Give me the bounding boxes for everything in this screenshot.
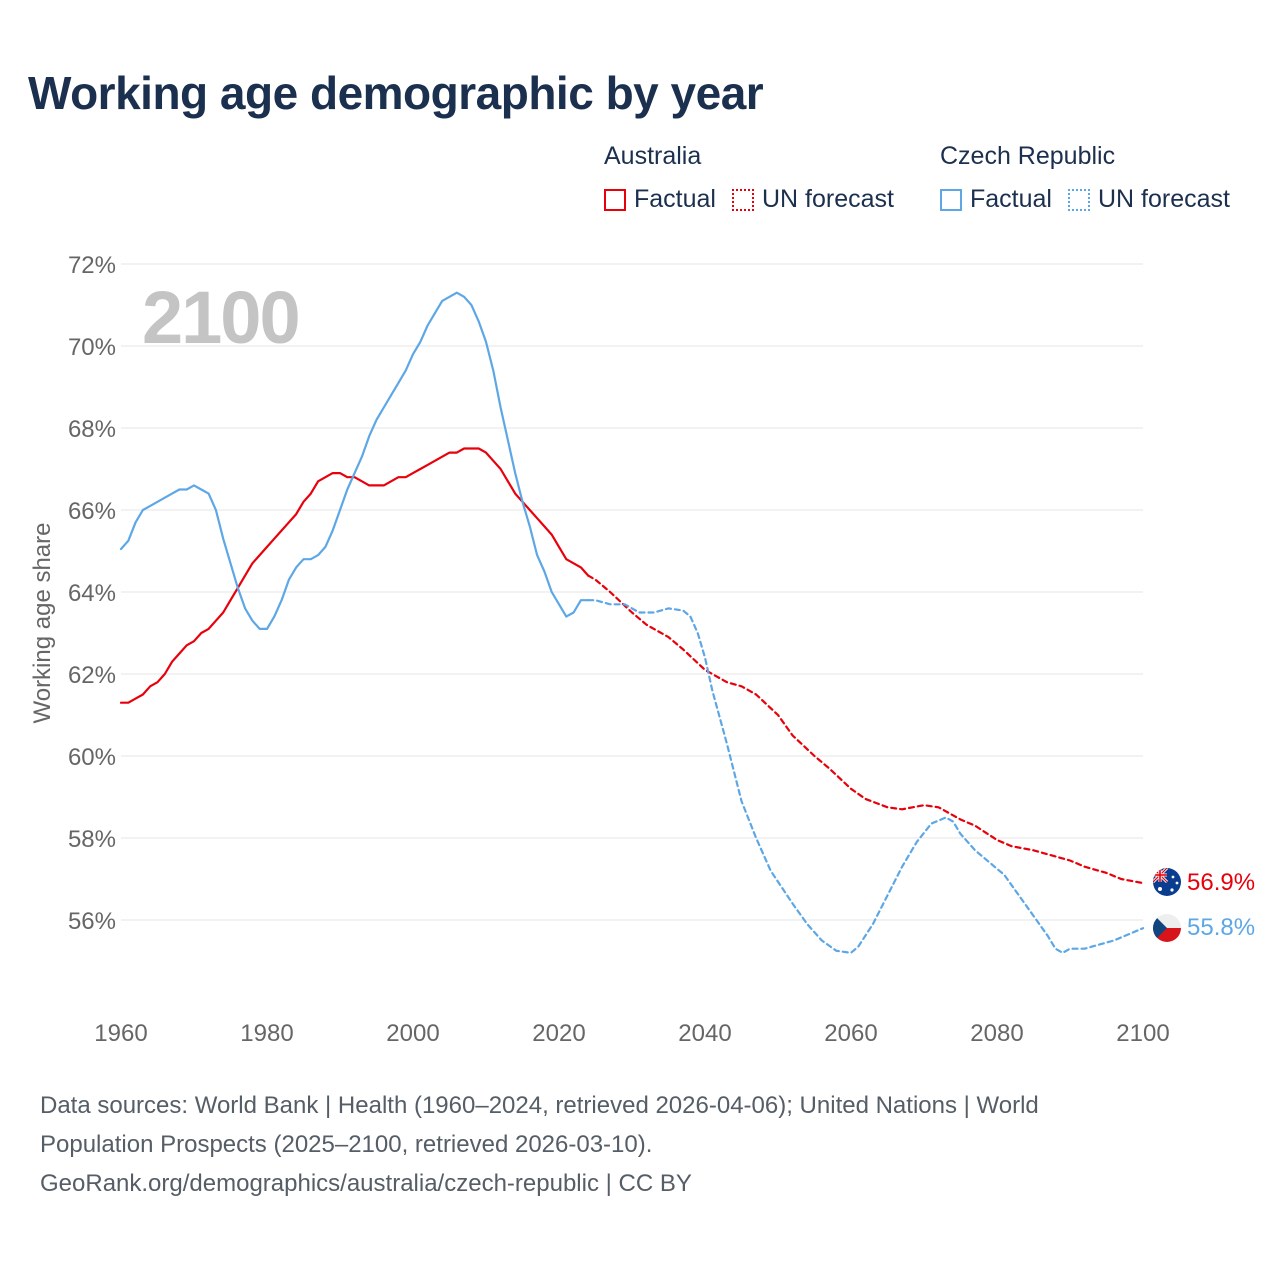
- footer-sources: Data sources: World Bank | Health (1960–…: [40, 1086, 1200, 1203]
- y-tick-label: 62%: [68, 662, 116, 689]
- x-tick-label: 2060: [824, 1020, 877, 1047]
- grid: [121, 263, 1143, 921]
- year-label: 2100: [142, 276, 299, 359]
- y-tick-label: 72%: [68, 252, 116, 279]
- end-markers: 56.9% 55.8%: [1153, 868, 1255, 942]
- y-tick-label: 70%: [68, 334, 116, 361]
- chart-title: Working age demographic by year: [28, 67, 764, 119]
- x-tick-label: 2020: [532, 1020, 585, 1047]
- australia-end-label: 56.9%: [1187, 869, 1255, 896]
- x-tick-label: 2000: [386, 1020, 439, 1047]
- legend-swatch-dotted: [1067, 188, 1090, 211]
- series: [119, 291, 1145, 954]
- footer-line: Data sources: World Bank | Health (1960–…: [40, 1092, 1039, 1119]
- legend-group-title-australia: Australia: [604, 142, 702, 170]
- series-line-australia-forecast[interactable]: [587, 574, 1145, 885]
- y-tick-label: 60%: [68, 744, 116, 771]
- line-chart: 56% 58% 60% 62% 64% 66% 68% 70% 72% 1960 1980 2000…: [29, 252, 1255, 1047]
- legend-label: UN forecast: [761, 185, 894, 213]
- x-tick-label: 2100: [1116, 1020, 1169, 1047]
- legend-swatch-solid: [604, 188, 626, 211]
- x-tick-label: 2080: [970, 1020, 1023, 1047]
- legend-group-title-czech: Czech Republic: [940, 142, 1116, 170]
- y-tick-label: 68%: [68, 416, 116, 443]
- footer-line: Population Prospects (2025–2100, retriev…: [40, 1131, 653, 1158]
- x-tick-label: 1960: [94, 1020, 147, 1047]
- y-tick-label: 66%: [68, 498, 116, 525]
- legend-czech-factual[interactable]: Factual: [940, 185, 1052, 214]
- y-axis-label: Working age share: [29, 523, 56, 724]
- australia-flag-icon: [1153, 868, 1181, 896]
- legend-czech-forecast[interactable]: UN forecast: [1067, 185, 1230, 214]
- legend-australia-forecast[interactable]: UN forecast: [731, 185, 894, 214]
- legend-label: UN forecast: [1097, 185, 1230, 213]
- y-tick-label: 64%: [68, 580, 116, 607]
- czech-flag-icon: [1153, 914, 1181, 942]
- y-axis-ticks: 56% 58% 60% 62% 64% 66% 68% 70% 72%: [68, 252, 116, 935]
- series-line-czech-forecast[interactable]: [587, 599, 1145, 954]
- legend-label: Factual: [634, 185, 716, 213]
- czech-end-label: 55.8%: [1187, 914, 1255, 941]
- x-tick-label: 1980: [240, 1020, 293, 1047]
- legend-swatch-solid: [940, 188, 962, 211]
- y-tick-label: 56%: [68, 908, 116, 935]
- x-tick-label: 2040: [678, 1020, 731, 1047]
- legend-australia: Australia Factual UN forecast: [604, 142, 894, 214]
- legend-czech: Czech Republic Factual UN forecast: [940, 142, 1230, 214]
- series-line-czech-factual[interactable]: [119, 291, 590, 630]
- x-axis-ticks: 1960 1980 2000 2020 2040 2060 2080 2100: [94, 1020, 1169, 1047]
- footer-line[interactable]: GeoRank.org/demographics/australia/czech…: [40, 1170, 692, 1197]
- y-tick-label: 58%: [68, 826, 116, 853]
- legend-swatch-dotted: [731, 188, 754, 211]
- legend-label: Factual: [970, 185, 1052, 213]
- legend-australia-factual[interactable]: Factual: [604, 185, 716, 214]
- series-line-australia-factual[interactable]: [119, 447, 590, 704]
